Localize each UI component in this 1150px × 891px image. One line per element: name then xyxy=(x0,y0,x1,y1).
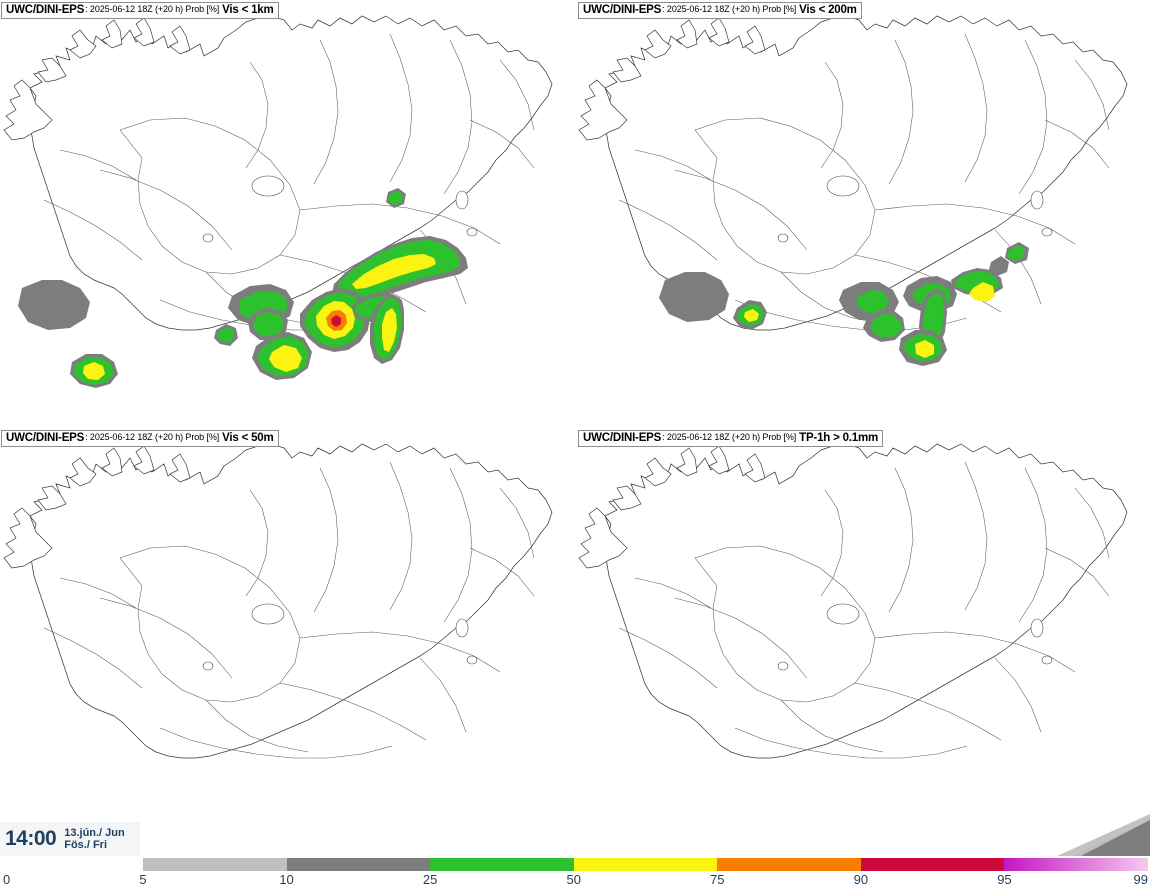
colorbar-segment-10-25 xyxy=(286,858,431,871)
colorbar-tick-labels: 0 5 10 25 50 75 90 95 99 xyxy=(0,872,1150,890)
colorbar-tick-75: 75 xyxy=(710,872,725,887)
probability-colorbar[interactable] xyxy=(143,858,1148,871)
colorbar-segment-50-75 xyxy=(573,858,718,871)
colorbar-tick-95: 95 xyxy=(997,872,1012,887)
panel-title-tp-1h: UWC/DINI-EPS: 2025-06-12 18Z (+20 h) Pro… xyxy=(578,430,884,447)
prob-contours-vis-1km xyxy=(18,188,468,388)
panel-model-label: UWC/DINI-EPS xyxy=(6,3,85,16)
panel-model-label: UWC/DINI-EPS xyxy=(583,431,662,444)
valid-time-weekday: Fös./ Fri xyxy=(64,839,107,851)
colorbar-tick-90: 90 xyxy=(853,872,869,887)
panel-run-label: : 2025-06-12 18Z (+20 h) Prob [%] xyxy=(662,4,797,15)
panel-model-label: UWC/DINI-EPS xyxy=(583,3,662,16)
colorbar-tick-99: 99 xyxy=(1133,872,1148,887)
bottom-bar: 14:00 13.jún./ Jun Fös./ Fri 0 5 10 25 50 75 9… xyxy=(0,822,1150,891)
colorbar-segment-5-10 xyxy=(143,858,287,871)
colorbar-segment-95-99 xyxy=(1004,858,1148,871)
colorbar-tick-0: 0 xyxy=(3,872,11,887)
colorbar-segment-25-50 xyxy=(430,858,574,871)
iceland-map-vis-50m xyxy=(3,443,553,759)
map-panel-vis-50m[interactable]: UWC/DINI-EPS: 2025-06-12 18Z (+20 h) Pro… xyxy=(0,428,575,856)
map-panel-tp-1h[interactable]: UWC/DINI-EPS: 2025-06-12 18Z (+20 h) Pro… xyxy=(575,428,1150,856)
panel-model-label: UWC/DINI-EPS xyxy=(6,431,85,444)
valid-time-block[interactable]: 14:00 13.jún./ Jun Fös./ Fri xyxy=(0,822,140,856)
valid-time-date: 13.jún./ Jun xyxy=(64,826,125,839)
map-panel-vis-1km[interactable]: UWC/DINI-EPS: 2025-06-12 18Z (+20 h) Pro… xyxy=(0,0,575,428)
valid-time-date-wrap: 13.jún./ Jun Fös./ Fri xyxy=(64,827,125,852)
colorbar-tick-10: 10 xyxy=(279,872,294,887)
map-panel-vis-200m[interactable]: UWC/DINI-EPS: 2025-06-12 18Z (+20 h) Pro… xyxy=(575,0,1150,428)
colorbar-tick-5: 5 xyxy=(139,872,147,887)
iceland-map-vis-200m xyxy=(578,15,1128,366)
panel-parameter-label: Vis < 50m xyxy=(222,431,274,444)
panel-parameter-label: Vis < 200m xyxy=(799,3,857,16)
colorbar-tick-25: 25 xyxy=(422,872,438,887)
panel-run-label: : 2025-06-12 18Z (+20 h) Prob [%] xyxy=(85,4,220,15)
panel-run-label: : 2025-06-12 18Z (+20 h) Prob [%] xyxy=(662,432,797,443)
colorbar-tick-50: 50 xyxy=(566,872,581,887)
map-panel-grid: UWC/DINI-EPS: 2025-06-12 18Z (+20 h) Pro… xyxy=(0,0,1150,856)
panel-title-vis-200m: UWC/DINI-EPS: 2025-06-12 18Z (+20 h) Pro… xyxy=(578,2,862,19)
prob-contours-tp-1h xyxy=(1057,814,1150,856)
panel-title-vis-1km: UWC/DINI-EPS: 2025-06-12 18Z (+20 h) Pro… xyxy=(1,2,279,19)
colorbar-segment-90-95 xyxy=(860,858,1005,871)
iceland-map-vis-1km xyxy=(3,15,553,388)
prob-contours-vis-200m xyxy=(659,242,1029,366)
panel-title-vis-50m: UWC/DINI-EPS: 2025-06-12 18Z (+20 h) Pro… xyxy=(1,430,279,447)
colorbar-segment-75-90 xyxy=(717,858,861,871)
valid-time-clock: 14:00 xyxy=(5,827,57,850)
panel-run-label: : 2025-06-12 18Z (+20 h) Prob [%] xyxy=(85,432,220,443)
panel-parameter-label: TP-1h > 0.1mm xyxy=(799,431,879,444)
panel-parameter-label: Vis < 1km xyxy=(222,3,274,16)
iceland-map-tp-1h xyxy=(578,443,1150,856)
